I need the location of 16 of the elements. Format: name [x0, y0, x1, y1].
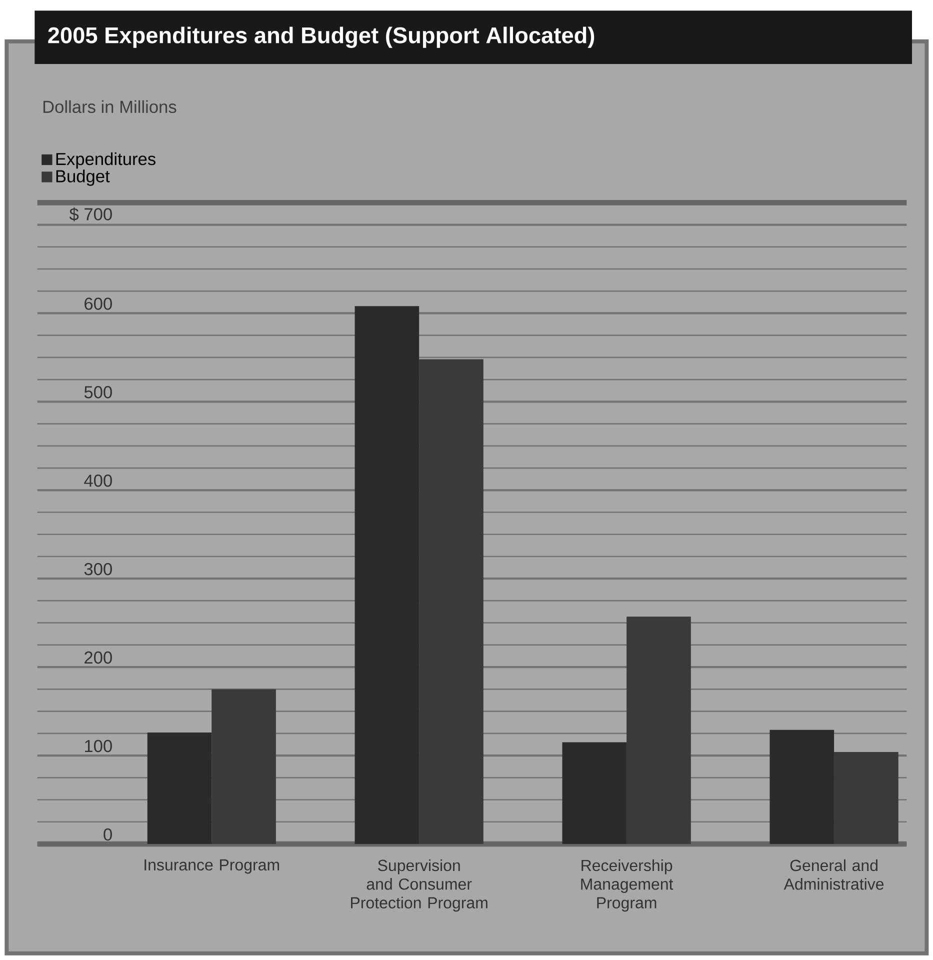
- x-tick-label: Receivership Management Program: [581, 859, 673, 912]
- chart-title: 2005 Expenditures and Budget (Support Allocated): [48, 26, 594, 48]
- y-tick-label: 500: [84, 386, 112, 398]
- y-tick-label: 600: [84, 298, 112, 310]
- x-tick-label: General and Administrative: [784, 859, 884, 890]
- y-tick-label: 400: [84, 474, 112, 487]
- y-tick-label: 0: [103, 828, 112, 841]
- x-tick-label: Supervision and Consumer Protection Program: [350, 859, 488, 912]
- x-tick-label: Insurance Program: [144, 859, 279, 874]
- legend-label: Budget: [56, 170, 110, 186]
- y-tick-label: 300: [84, 562, 112, 576]
- y-tick-label: $ 700: [69, 207, 112, 222]
- legend-label: Expenditures: [56, 152, 156, 169]
- text: Dollars in Millions: [43, 100, 176, 114]
- y-tick-label: 100: [84, 740, 112, 752]
- y-tick-label: 200: [84, 651, 112, 664]
